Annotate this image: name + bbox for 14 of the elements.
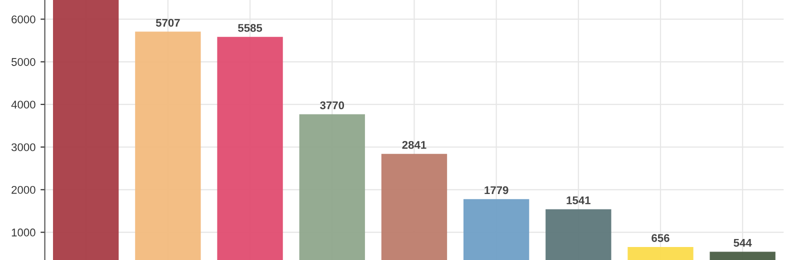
y-tick-label: 4000 (11, 100, 36, 109)
y-tick-label: 1000 (12, 228, 36, 236)
data-label: 3770 (320, 101, 344, 110)
data-label: 5585 (238, 24, 262, 32)
data-label: 544 (734, 239, 752, 247)
y-tick-label: 5000 (12, 58, 36, 66)
data-label: 5707 (156, 18, 180, 27)
data-label: 2841 (402, 140, 426, 149)
data-label: 656 (652, 234, 670, 242)
y-tick-label: 3000 (11, 143, 36, 152)
data-label: 1541 (566, 196, 590, 204)
data-label: 1779 (484, 186, 508, 194)
y-tick-label: 2000 (12, 186, 36, 194)
y-tick-label: 6000 (12, 15, 36, 24)
